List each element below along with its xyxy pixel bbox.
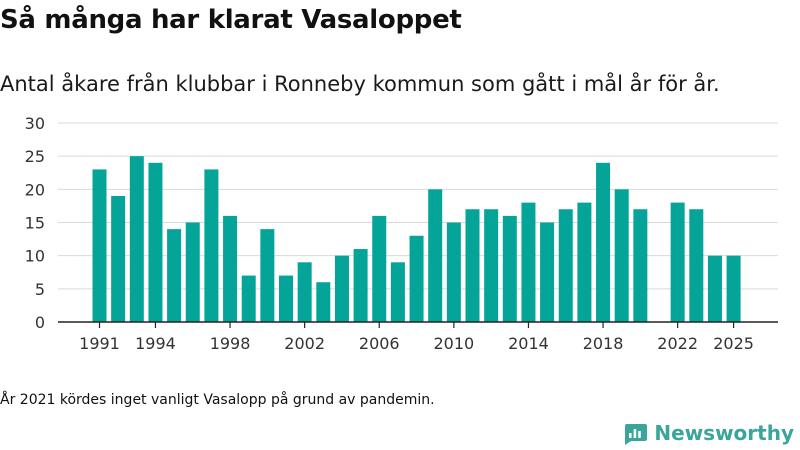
bar-2000 xyxy=(260,229,275,322)
y-tick-label: 0 xyxy=(35,313,45,332)
y-tick-label: 30 xyxy=(25,114,45,133)
x-tick-label: 2018 xyxy=(583,334,624,353)
bar-2011 xyxy=(465,209,480,322)
chart-title: Så många har klarat Vasaloppet xyxy=(0,5,462,35)
x-tick-label: 2006 xyxy=(359,334,400,353)
bar-2009 xyxy=(428,189,443,322)
x-tick-label: 2010 xyxy=(433,334,474,353)
x-tick-label: 2002 xyxy=(284,334,325,353)
bar-2007 xyxy=(390,262,405,322)
x-tick-label: 1998 xyxy=(210,334,251,353)
bar-2025 xyxy=(726,255,741,322)
bar-1993 xyxy=(129,156,144,322)
newsworthy-logo-icon xyxy=(625,424,648,445)
bar-1995 xyxy=(167,229,182,322)
y-tick-label: 15 xyxy=(25,214,45,233)
bar-2023 xyxy=(689,209,704,322)
bar-2001 xyxy=(279,275,293,322)
footnote: År 2021 kördes inget vanligt Vasalopp på… xyxy=(0,392,435,408)
bar-2016 xyxy=(558,209,573,322)
x-tick-label: 1994 xyxy=(135,334,176,353)
bar-2002 xyxy=(297,262,312,322)
y-tick-label: 20 xyxy=(25,180,45,199)
brand-logo: Newsworthy xyxy=(623,421,794,445)
bar-1998 xyxy=(223,215,238,322)
bar-2005 xyxy=(353,249,368,322)
bar-1997 xyxy=(204,169,219,322)
bar-2010 xyxy=(446,222,461,322)
bar-2008 xyxy=(409,235,424,322)
y-tick-label: 10 xyxy=(25,247,45,266)
x-tick-label: 1991 xyxy=(79,334,120,353)
bar-2022 xyxy=(670,202,685,322)
bar-2004 xyxy=(334,255,349,322)
brand-name: Newsworthy xyxy=(654,421,794,445)
bar-1996 xyxy=(185,222,200,322)
bar-2006 xyxy=(372,215,387,322)
bar-2012 xyxy=(484,209,499,322)
chart-subtitle: Antal åkare från klubbar i Ronneby kommu… xyxy=(0,72,720,96)
bar-1999 xyxy=(241,275,256,322)
bar-2019 xyxy=(614,189,629,322)
bar-2018 xyxy=(596,162,611,322)
bar-2015 xyxy=(540,222,555,322)
bar-2014 xyxy=(521,202,536,322)
x-tick-label: 2014 xyxy=(508,334,549,353)
bar-1992 xyxy=(111,195,126,322)
x-tick-label: 2025 xyxy=(713,334,754,353)
y-tick-label: 25 xyxy=(25,147,45,166)
x-tick-label: 2022 xyxy=(657,334,698,353)
bar-2017 xyxy=(577,202,592,322)
bar-2003 xyxy=(316,282,331,322)
bar-2024 xyxy=(707,255,722,322)
bar-2020 xyxy=(633,209,648,322)
bar-1994 xyxy=(148,162,163,322)
bar-2013 xyxy=(502,215,517,322)
bar-1991 xyxy=(92,169,107,322)
y-tick-label: 5 xyxy=(35,280,45,299)
